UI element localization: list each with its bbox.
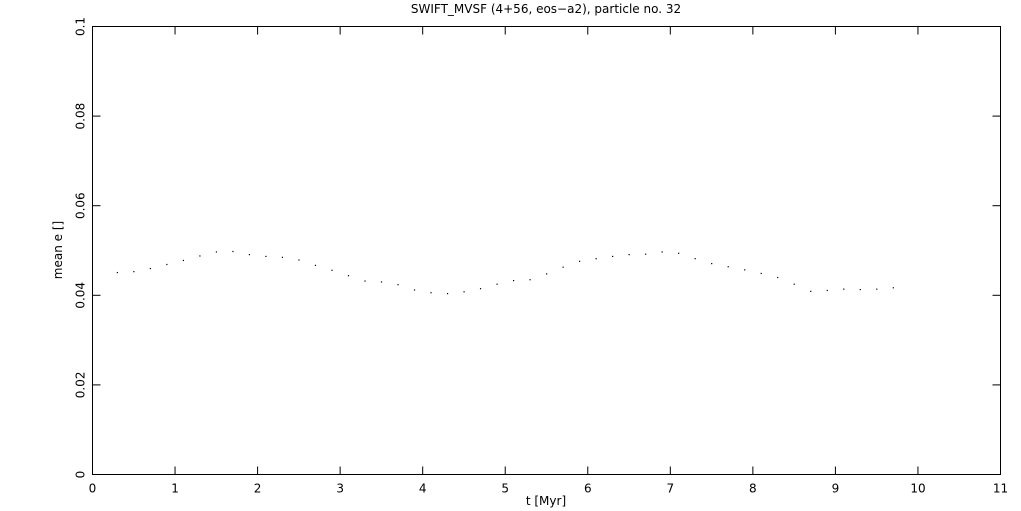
- point: [546, 273, 548, 275]
- point: [215, 251, 218, 253]
- point: [446, 293, 449, 295]
- point: [463, 291, 465, 293]
- x-tick-label: 9: [832, 482, 840, 496]
- point: [810, 290, 812, 292]
- point: [149, 267, 151, 270]
- point: [892, 287, 894, 289]
- x-tick-label: 4: [419, 482, 427, 496]
- point: [479, 288, 482, 290]
- y-tick-label: 0.04: [74, 282, 88, 309]
- chart-title: SWIFT_MVSF (4+56, eos−a2), particle no. …: [411, 2, 681, 16]
- point: [331, 269, 333, 271]
- point: [298, 259, 300, 261]
- y-tick-label: 0.1: [74, 17, 88, 36]
- x-tick-label: 2: [254, 482, 262, 496]
- x-tick-label: 10: [910, 482, 925, 496]
- y-axis-label: mean e []: [51, 221, 65, 279]
- point: [859, 288, 861, 291]
- point: [876, 288, 878, 290]
- y-tick-label: 0.08: [74, 103, 88, 130]
- point: [364, 280, 366, 282]
- point: [248, 254, 251, 256]
- point: [727, 266, 729, 268]
- point: [628, 254, 630, 256]
- point: [760, 272, 762, 275]
- y-tick-label: 0.02: [74, 372, 88, 399]
- point: [430, 292, 432, 294]
- point: [512, 280, 515, 282]
- x-tick-label: 0: [89, 482, 97, 496]
- x-tick-label: 6: [584, 482, 592, 496]
- point: [579, 260, 581, 262]
- point: [595, 258, 597, 260]
- point: [413, 289, 416, 291]
- point: [314, 264, 317, 266]
- x-tick-label: 3: [336, 482, 344, 496]
- y-tick-label: 0.06: [74, 192, 88, 219]
- point: [661, 251, 663, 253]
- plot-frame: [92, 26, 1001, 475]
- point: [678, 252, 680, 254]
- point: [232, 250, 234, 253]
- point: [199, 255, 201, 257]
- x-tick-label: 11: [993, 482, 1008, 496]
- x-tick-label: 1: [171, 482, 179, 496]
- point: [496, 283, 498, 285]
- point: [694, 258, 696, 260]
- x-axis-label: t [Myr]: [526, 494, 566, 508]
- x-tick-label: 8: [749, 482, 757, 496]
- point: [711, 262, 713, 265]
- point: [529, 279, 531, 281]
- x-tick-label: 5: [501, 482, 509, 496]
- point: [265, 255, 267, 258]
- point: [166, 263, 168, 266]
- point: [116, 271, 118, 274]
- point: [281, 256, 284, 258]
- point: [347, 275, 350, 277]
- point: [744, 269, 746, 271]
- point: [843, 288, 845, 290]
- y-tick-label: 0: [74, 471, 88, 479]
- point: [562, 266, 564, 268]
- point: [826, 289, 828, 292]
- x-tick-label: 7: [666, 482, 674, 496]
- point: [793, 283, 795, 285]
- point: [133, 271, 135, 273]
- point: [182, 259, 184, 262]
- point: [777, 276, 779, 279]
- point: [397, 284, 399, 286]
- point: [612, 255, 614, 258]
- point: [380, 281, 383, 283]
- point: [645, 253, 647, 255]
